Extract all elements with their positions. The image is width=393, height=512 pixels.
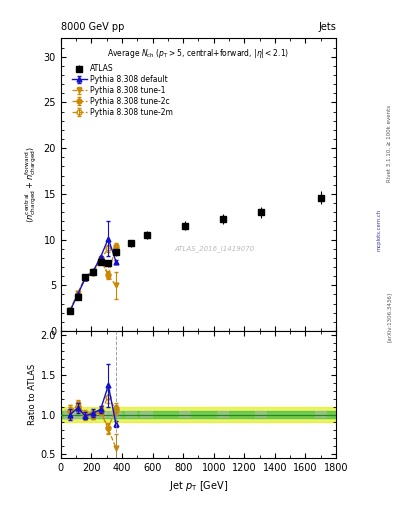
Text: mcplots.cern.ch: mcplots.cern.ch xyxy=(377,209,382,251)
Text: ATLAS_2016_I1419070: ATLAS_2016_I1419070 xyxy=(175,246,255,252)
Bar xyxy=(64,409,76,420)
Bar xyxy=(140,411,152,418)
Text: Average $N_{\rm ch}$ ($p_{\rm T}>5$, central+forward, $|\eta| < 2.1$): Average $N_{\rm ch}$ ($p_{\rm T}>5$, cen… xyxy=(107,47,290,60)
Y-axis label: Ratio to ATLAS: Ratio to ATLAS xyxy=(28,364,37,425)
Text: [arXiv:1306.3436]: [arXiv:1306.3436] xyxy=(387,292,391,343)
Text: 8000 GeV pp: 8000 GeV pp xyxy=(61,22,124,32)
Y-axis label: $\langle n^{\rm central}_{\rm charged} + n^{\rm forward}_{\rm charged} \rangle$: $\langle n^{\rm central}_{\rm charged} +… xyxy=(24,146,39,223)
Bar xyxy=(87,411,99,418)
Text: Jets: Jets xyxy=(318,22,336,32)
Bar xyxy=(315,411,327,418)
Bar xyxy=(255,411,267,418)
Bar xyxy=(125,411,137,418)
Bar xyxy=(110,411,122,418)
Text: Rivet 3.1.10, ≥ 100k events: Rivet 3.1.10, ≥ 100k events xyxy=(387,105,391,182)
Bar xyxy=(217,411,229,418)
Legend: ATLAS, Pythia 8.308 default, Pythia 8.308 tune-1, Pythia 8.308 tune-2c, Pythia 8: ATLAS, Pythia 8.308 default, Pythia 8.30… xyxy=(70,62,174,118)
Bar xyxy=(79,411,92,418)
X-axis label: Jet $p_{\rm T}$ [GeV]: Jet $p_{\rm T}$ [GeV] xyxy=(169,479,228,493)
Bar xyxy=(178,411,191,418)
Bar xyxy=(102,411,114,418)
Bar xyxy=(72,410,84,419)
Bar xyxy=(95,411,107,418)
